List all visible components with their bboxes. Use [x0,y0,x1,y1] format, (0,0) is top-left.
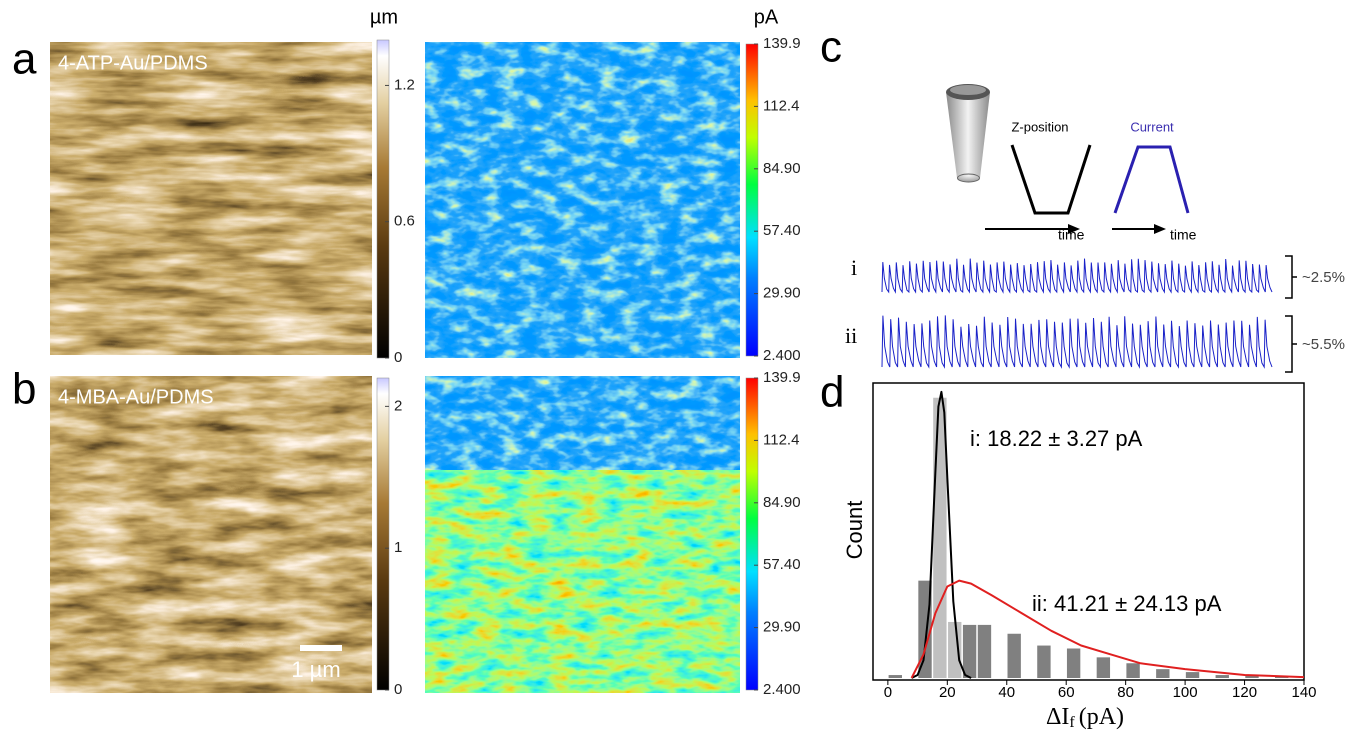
y-axis-label: Count [842,501,867,560]
z-profile [1010,144,1092,215]
current-map-active [425,470,740,693]
colorbar-tick-label: 112.4 [763,97,799,114]
probe-tip [957,173,980,183]
colorbar-tick-label: 2 [394,397,402,414]
height-map [50,376,372,693]
colorbar-tick-label: 29.90 [763,285,801,302]
probe-top-inner [950,85,986,95]
sample-label: 4-ATP-Au/PDMS [58,52,208,74]
current-map [425,376,740,693]
colorbar-tick-label: 57.40 [763,556,801,573]
colorbar-tick-label: 57.40 [763,222,801,239]
time-label: time [1058,227,1085,243]
bar [1215,675,1229,678]
current-map [425,42,740,358]
x-tick-label: 120 [1232,684,1257,701]
bar [1007,633,1021,678]
x-label-main: ΔI [1046,704,1069,730]
x-tick-label: 140 [1291,684,1316,701]
panel-label: d [820,368,844,417]
probe-schematic [946,84,990,183]
current-trace [881,258,1273,294]
fit-curve [911,390,972,679]
colorbar-tick-label: 29.90 [763,619,801,636]
colorbar [745,377,759,691]
annotation: i: 18.22 ± 3.27 pA [970,426,1143,451]
bar [1066,648,1081,678]
bar [1185,672,1200,678]
panel-label: b [12,365,36,414]
colorbar-tick-label: 1.2 [394,76,415,93]
colorbar [745,43,759,357]
panel-label: c [820,23,842,72]
colorbar-tick-label: 139.9 [763,35,801,52]
annotation: ii: 41.21 ± 24.13 pA [1032,591,1222,616]
x-label-unit: (pA) [1079,704,1124,730]
colorbar-tick-label: 0.6 [394,213,415,230]
x-axis-label: ΔIf (pA) [1046,704,1124,731]
x-tick-label: 100 [1173,684,1198,701]
colorbar-tick-label: 84.90 [763,160,801,177]
trace-label: ii [845,323,857,348]
bar [1037,645,1051,678]
x-tick-label: 0 [884,684,892,701]
plot-frame [872,382,1305,681]
arrow-head [1068,224,1080,234]
scale-bar [300,645,342,651]
panel-label: a [12,35,37,84]
sample-label: 4-MBA-Au/PDMS [58,386,214,408]
z-label: Z-position [1011,119,1068,134]
bar [1096,657,1111,678]
trace-label: i [851,255,857,280]
bar [1126,663,1140,678]
colorbar-tick-label: 2.400 [763,681,801,698]
current-label: Current [1130,119,1174,134]
x-tick-label: 20 [939,684,956,701]
current-trace [881,315,1273,369]
scale-bar-label: 1 µm [291,657,340,682]
colorbar [376,39,390,359]
probe-body [946,92,990,178]
x-tick-label: 60 [1058,684,1075,701]
bar [977,624,992,678]
amplitude-label: ~5.5% [1302,336,1345,353]
colorbar-tick-label: 1 [394,539,402,556]
x-tick-label: 80 [1117,684,1134,701]
colorbar-unit: µm [370,6,398,28]
height-map [50,42,372,355]
x-tick-label: 40 [998,684,1015,701]
colorbar-tick-label: 139.9 [763,369,801,386]
arrow-head [1154,224,1166,234]
bar [948,621,962,678]
bar [1156,669,1170,678]
current-profile [1113,145,1190,214]
colorbar-tick-label: 112.4 [763,431,799,448]
x-label-sub: f [1069,714,1075,731]
colorbar-tick-label: 0 [394,349,402,366]
time-label: time [1170,227,1197,243]
amplitude-label: ~2.5% [1302,269,1345,286]
bracket [1285,315,1297,373]
fit-curve [910,579,1305,679]
colorbar-tick-label: 0 [394,681,402,698]
bar [1245,675,1259,678]
colorbar-tick-label: 2.400 [763,347,801,364]
bar [888,675,902,678]
bar [918,580,932,678]
bar [962,624,977,678]
colorbar-tick-label: 84.90 [763,494,801,511]
bracket [1285,255,1297,299]
colorbar-unit: pA [754,6,779,28]
colorbar [376,377,390,691]
